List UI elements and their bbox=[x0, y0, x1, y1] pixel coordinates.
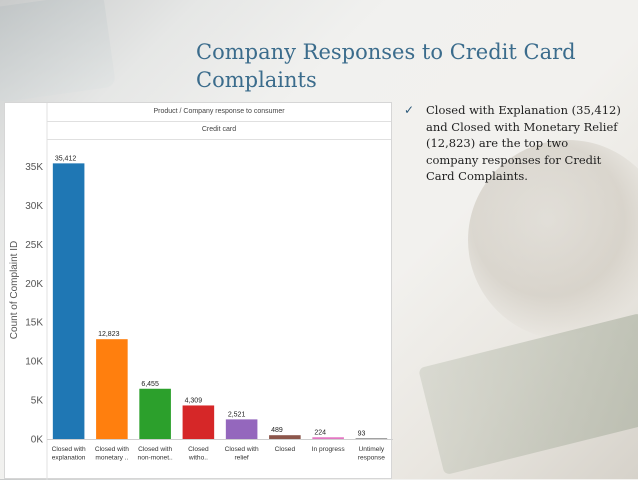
checkmark-icon: ✓ bbox=[404, 103, 415, 117]
bar bbox=[182, 405, 215, 439]
data-label: 93 bbox=[358, 430, 366, 437]
x-category-label: non-monet.. bbox=[138, 455, 173, 462]
bullet-point: ✓ Closed with Explanation (35,412) and C… bbox=[404, 102, 622, 185]
x-category-label: monetary .. bbox=[95, 455, 128, 462]
background-banknote bbox=[418, 312, 638, 476]
bullet-text: Closed with Explanation (35,412) and Clo… bbox=[426, 103, 621, 183]
x-category-label: Closed bbox=[275, 446, 296, 453]
data-label: 2,521 bbox=[228, 411, 246, 418]
data-label: 12,823 bbox=[98, 331, 120, 338]
background-coins bbox=[468, 140, 638, 340]
y-tick-label: 30K bbox=[25, 201, 43, 212]
x-category-label: response bbox=[358, 455, 385, 462]
y-axis-title: Count of Complaint ID bbox=[9, 241, 20, 339]
x-category-label: Closed bbox=[188, 446, 209, 453]
slide-title: Company Responses to Credit Card Complai… bbox=[196, 40, 576, 92]
bar-chart: 0K 5K 10K 15K 20K 25K 30K 35K Count of Complaint… bbox=[9, 103, 393, 480]
bar bbox=[96, 339, 128, 439]
y-tick-label: 10K bbox=[25, 357, 43, 368]
x-category-label: relief bbox=[234, 455, 248, 462]
x-category-label: explanation bbox=[52, 455, 86, 462]
bar bbox=[139, 388, 171, 439]
y-tick-label: 0K bbox=[31, 435, 44, 446]
chart-header-row2: Credit card bbox=[47, 121, 391, 140]
chart-header-row1: Product / Company response to consumer bbox=[47, 103, 391, 122]
bar bbox=[312, 437, 344, 439]
bar bbox=[52, 163, 85, 439]
x-category-label: Closed with bbox=[95, 446, 129, 453]
bar bbox=[355, 438, 388, 440]
background-credit-card bbox=[0, 0, 117, 103]
y-tick-label: 5K bbox=[31, 396, 44, 407]
data-label: 4,309 bbox=[185, 397, 203, 404]
y-tick-label: 15K bbox=[25, 318, 43, 329]
x-category-label: Closed with bbox=[138, 446, 172, 453]
data-label: 35,412 bbox=[55, 155, 77, 162]
chart-panel: Product / Company response to consumer C… bbox=[4, 102, 393, 480]
x-category-label: Closed with bbox=[52, 446, 86, 453]
x-category-label: Untimely bbox=[359, 446, 385, 453]
data-label: 224 bbox=[314, 429, 326, 436]
data-label: 6,455 bbox=[141, 381, 159, 388]
x-category-label: In progress bbox=[312, 446, 346, 453]
data-label: 489 bbox=[271, 427, 283, 434]
x-category-label: witho.. bbox=[188, 455, 208, 462]
x-category-label: Closed with bbox=[225, 446, 259, 453]
y-tick-label: 25K bbox=[25, 240, 43, 251]
bar bbox=[225, 419, 258, 439]
y-tick-label: 20K bbox=[25, 279, 43, 290]
bar bbox=[269, 435, 301, 439]
y-tick-label: 35K bbox=[25, 162, 43, 173]
